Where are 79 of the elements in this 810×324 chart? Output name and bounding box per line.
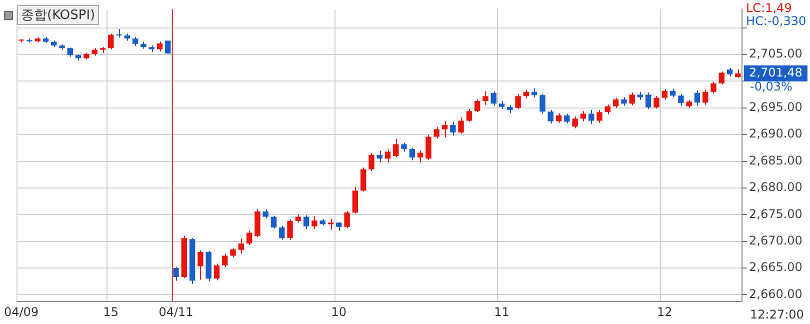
- y-tick-label: 2,695.00: [749, 100, 802, 114]
- candlestick: [262, 208, 268, 219]
- candlestick: [556, 112, 562, 124]
- text: LC:1,49: [746, 1, 792, 16]
- candlestick: [654, 96, 660, 109]
- candlestick: [629, 92, 635, 106]
- candlestick: [710, 81, 716, 94]
- x-tick-label: 12: [656, 304, 672, 319]
- candlestick: [548, 110, 554, 124]
- text: HC:-0,330: [746, 14, 806, 28]
- candlestick: [132, 36, 138, 47]
- candlestick: [417, 150, 424, 163]
- candlestick: [173, 266, 179, 282]
- candlestick: [270, 215, 277, 229]
- candlestick: [67, 47, 74, 58]
- candlestick: [360, 167, 366, 192]
- candlestick: [694, 90, 700, 106]
- y-tick-label: 2,670.00: [749, 233, 802, 248]
- candlestick: [376, 150, 382, 163]
- candlestick: [612, 97, 619, 108]
- candlestick: [287, 218, 293, 240]
- candlestick: [393, 138, 399, 158]
- y-tick-label: 2,705.00: [749, 46, 802, 61]
- candlestick: [368, 152, 374, 172]
- candlestick: [442, 120, 448, 138]
- candlestick: [384, 149, 391, 163]
- candlestick: [434, 126, 440, 139]
- candlestick: [246, 230, 252, 246]
- candlestick: [409, 147, 416, 161]
- candlestick: [450, 121, 456, 136]
- x-tick-label: 11: [494, 304, 510, 319]
- text: -0,03%: [750, 79, 792, 94]
- candlestick: [426, 134, 432, 161]
- candlestick: [564, 113, 570, 124]
- x-tick-label: 04/11: [158, 304, 194, 319]
- candlestick: [718, 71, 724, 85]
- chart-title: 종합(KOSPI): [17, 5, 100, 25]
- candlestick: [108, 33, 114, 50]
- candlestick: [303, 214, 310, 230]
- x-tick-label: 10: [331, 304, 347, 319]
- candlestick: [401, 142, 407, 152]
- text: 12:27:00: [750, 308, 804, 322]
- candlestick: [198, 250, 204, 280]
- candlestick: [352, 186, 358, 214]
- candlestick: [604, 104, 610, 115]
- y-tick-label: 2,675.00: [749, 206, 802, 221]
- candlestick: [222, 254, 228, 268]
- y-tick-label: 2,690.00: [749, 126, 802, 141]
- candlestick: [540, 94, 546, 114]
- candlestick: [531, 88, 538, 98]
- candlestick: [572, 116, 578, 129]
- candlestick: [230, 248, 236, 258]
- candlestick: [238, 238, 244, 254]
- candlestick: [458, 117, 464, 134]
- y-tick-label: 2,660.00: [749, 286, 802, 301]
- y-tick-label: 2,685.00: [749, 153, 802, 168]
- candlestick: [588, 110, 594, 124]
- candlestick: [580, 110, 586, 122]
- y-tick-label: 2,665.00: [749, 260, 802, 274]
- x-tick-label: 04/09: [4, 304, 39, 319]
- candlestick: [156, 41, 163, 52]
- candlestick: [702, 89, 708, 106]
- text: 2,701,48: [749, 65, 802, 80]
- candlestick: [312, 216, 318, 230]
- candlestick: [678, 94, 684, 106]
- candlestick: [482, 90, 488, 106]
- x-tick-label: 15: [103, 304, 119, 319]
- candlestick: [279, 225, 285, 240]
- candlestick: [466, 108, 472, 122]
- candlestick: [646, 92, 652, 110]
- candlestick: [214, 263, 220, 281]
- candlestick: [165, 40, 171, 54]
- candlestick: [596, 110, 602, 124]
- candlestick: [490, 90, 496, 106]
- candlestick: [662, 88, 668, 100]
- candlestick: [474, 98, 480, 113]
- candlestick: [515, 94, 521, 110]
- candlestick: [344, 210, 350, 228]
- y-tick-label: 2,680.00: [749, 180, 802, 194]
